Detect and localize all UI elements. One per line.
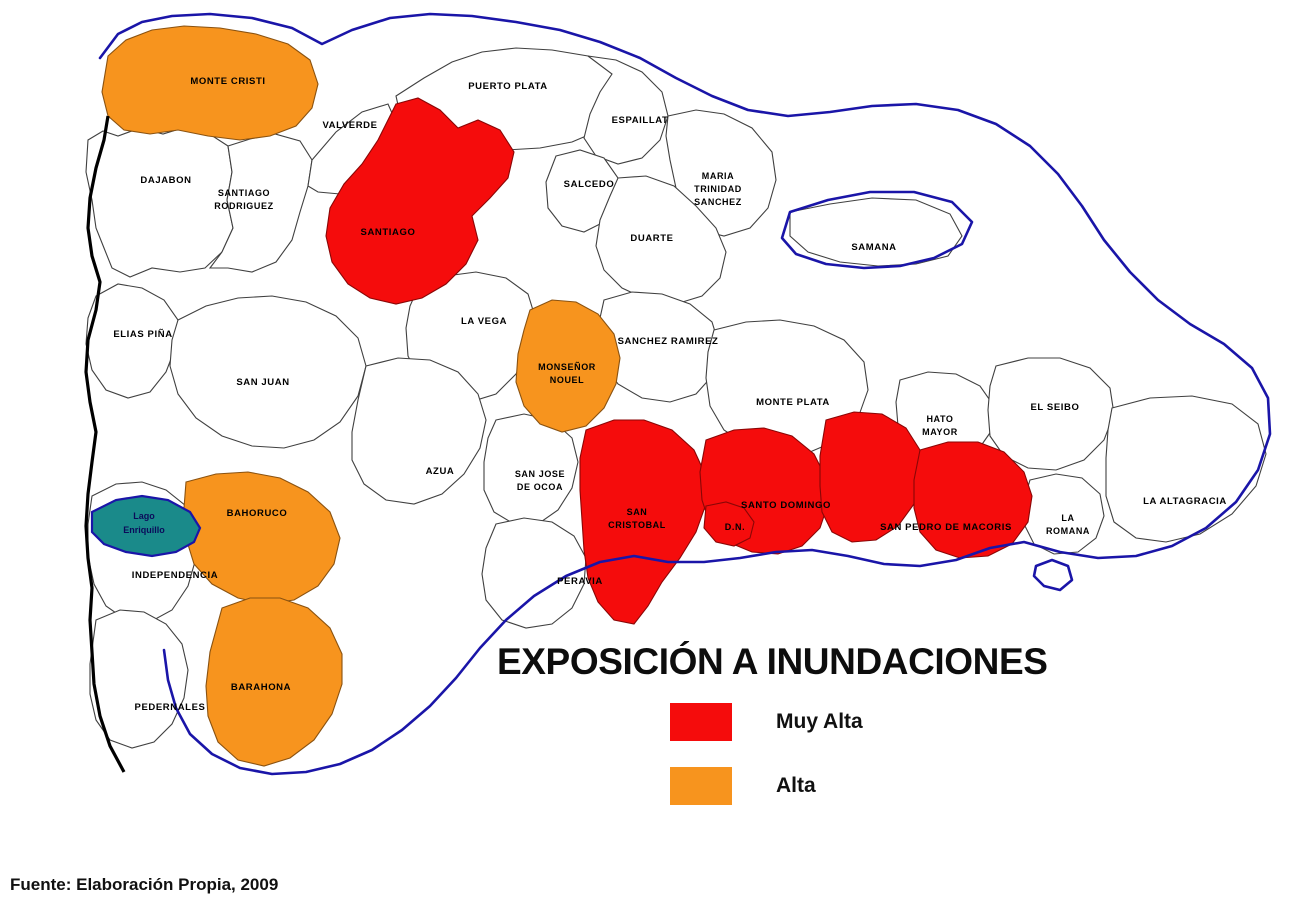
label-duarte: DUARTE (630, 233, 673, 244)
label-la-romana-2: ROMANA (1046, 526, 1090, 536)
label-espaillat: ESPAILLAT (612, 115, 669, 126)
label-maria-trinidad-sanchez-3: SANCHEZ (694, 197, 742, 207)
label-san-pedro-de-macoris: SAN PEDRO DE MACORIS (880, 522, 1012, 533)
source-attribution: Fuente: Elaboración Propia, 2009 (10, 875, 279, 894)
label-azua: AZUA (426, 466, 455, 477)
legend-label-muy-alta: Muy Alta (776, 710, 863, 733)
label-san-jose-de-ocoa-1: SAN JOSE (515, 469, 565, 479)
label-santiago-rodriguez-2: RODRIGUEZ (214, 201, 273, 211)
province-azua (351, 357, 487, 505)
label-santiago: SANTIAGO (361, 227, 416, 238)
province-pedernales (89, 609, 189, 749)
province-santiago-rodriguez (208, 133, 313, 273)
provinces-unclassified (85, 47, 1267, 749)
label-salcedo: SALCEDO (564, 179, 615, 190)
label-la-altagracia: LA ALTAGRACIA (1143, 496, 1227, 507)
label-dajabon: DAJABON (140, 175, 191, 186)
label-san-juan: SAN JUAN (236, 377, 289, 388)
label-san-cristobal-1: SAN (627, 507, 648, 517)
label-hato-mayor-2: MAYOR (922, 427, 958, 437)
label-santo-domingo: SANTO DOMINGO (741, 500, 831, 511)
label-lago-enriquillo-1: Lago (133, 511, 155, 521)
province-bahoruco (183, 471, 341, 605)
label-lago-enriquillo-2: Enriquillo (123, 525, 165, 535)
label-monte-cristi: MONTE CRISTI (190, 76, 265, 87)
province-barahona (205, 597, 343, 767)
legend: Muy Alta Alta (670, 703, 863, 831)
label-san-cristobal-2: CRISTOBAL (608, 520, 666, 530)
legend-swatch-muy-alta (670, 703, 732, 741)
province-samana (789, 197, 963, 267)
map-title: EXPOSICIÓN A INUNDACIONES (497, 641, 1048, 682)
label-maria-trinidad-sanchez-1: MARIA (702, 171, 735, 181)
province-monte-cristi (101, 25, 319, 141)
province-el-seibo (987, 357, 1115, 471)
label-bahoruco: BAHORUCO (227, 508, 288, 519)
legend-label-alta: Alta (776, 774, 816, 797)
province-santiago (325, 97, 515, 305)
label-hato-mayor-1: HATO (926, 414, 953, 424)
province-la-altagracia (1105, 395, 1267, 543)
province-san-juan (169, 295, 367, 449)
label-pedernales: PEDERNALES (135, 702, 206, 713)
province-labels: MONTE CRISTI PUERTO PLATA ESPAILLAT VALV… (113, 76, 1227, 713)
legend-swatch-alta (670, 767, 732, 805)
lago-enriquillo (90, 494, 202, 558)
label-monsenor-nouel-1: MONSEÑOR (538, 362, 596, 372)
label-sanchez-ramirez: SANCHEZ RAMIREZ (618, 336, 719, 347)
label-la-vega: LA VEGA (461, 316, 507, 327)
label-valverde: VALVERDE (322, 120, 377, 131)
provinces-alta (101, 25, 621, 767)
province-espaillat (583, 55, 669, 165)
label-maria-trinidad-sanchez-2: TRINIDAD (694, 184, 742, 194)
province-dn (703, 501, 755, 547)
label-el-seibo: EL SEIBO (1031, 402, 1080, 413)
label-independencia: INDEPENDENCIA (132, 570, 218, 581)
province-elias-pina (85, 283, 179, 399)
label-barahona: BARAHONA (231, 682, 291, 693)
label-monte-plata: MONTE PLATA (756, 397, 830, 408)
label-puerto-plata: PUERTO PLATA (468, 81, 548, 92)
legend-item-muy-alta: Muy Alta (670, 703, 863, 741)
label-la-romana-1: LA (1061, 513, 1074, 523)
map-landmass: MONTE CRISTI PUERTO PLATA ESPAILLAT VALV… (84, 12, 1272, 776)
label-peravia: PERAVIA (557, 576, 603, 587)
label-distrito-nacional: D.N. (725, 522, 745, 532)
province-monsenor-nouel (515, 299, 621, 433)
label-elias-pina: ELIAS PIÑA (113, 329, 172, 340)
label-monsenor-nouel-2: NOUEL (550, 375, 585, 385)
coastline (98, 12, 1272, 776)
provinces-muy-alta (325, 97, 1033, 625)
haiti-border (84, 115, 126, 773)
province-dajabon (85, 126, 234, 278)
province-duarte (595, 175, 727, 305)
label-santiago-rodriguez-1: SANTIAGO (218, 188, 270, 198)
province-san-cristobal (579, 419, 707, 625)
province-sd-east-lobe (819, 411, 923, 543)
legend-item-alta: Alta (670, 767, 863, 805)
province-peravia (481, 517, 587, 629)
label-samana: SAMANA (851, 242, 896, 253)
label-san-jose-de-ocoa-2: DE OCOA (517, 482, 563, 492)
